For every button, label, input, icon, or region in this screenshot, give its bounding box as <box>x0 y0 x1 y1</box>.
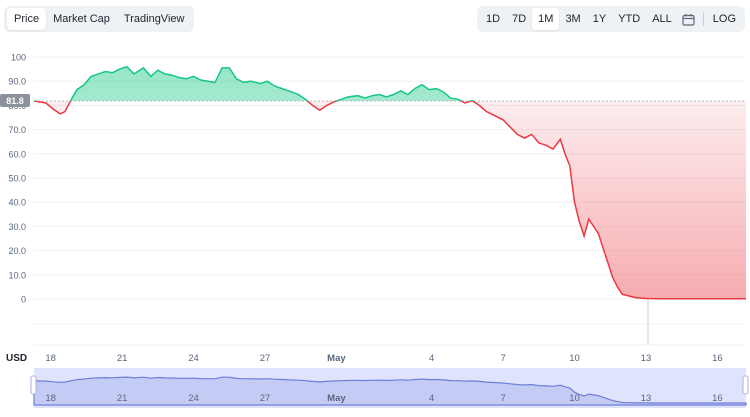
range-1d[interactable]: 1D <box>486 13 501 25</box>
x-tick-label: May <box>327 353 346 364</box>
range-3m[interactable]: 3M <box>565 13 581 25</box>
navigator-tick-label: 24 <box>188 393 199 404</box>
x-tick-label: 7 <box>500 353 505 364</box>
reference-price-label: 81.8 <box>6 96 24 106</box>
navigator-series <box>33 376 747 406</box>
y-tick-label: 70.0 <box>8 125 26 135</box>
navigator-tick-label: May <box>327 393 346 404</box>
navigator-tick-label: 4 <box>429 393 434 404</box>
navigator-tick-label: 21 <box>117 393 128 404</box>
tab-market-cap[interactable]: Market Cap <box>53 13 110 25</box>
y-tick-label: 20.0 <box>8 246 26 256</box>
x-tick-label: 10 <box>569 353 580 364</box>
price-line-down <box>33 101 746 300</box>
navigator-tick-label: 10 <box>569 393 580 404</box>
chart-type-tabs: Price Market Cap TradingView <box>4 6 195 32</box>
navigator-left-handle[interactable] <box>30 375 37 395</box>
navigator-tick-label: 13 <box>641 393 652 404</box>
x-tick-label: 4 <box>429 353 434 364</box>
x-tick-label: 27 <box>260 353 271 364</box>
y-tick-label: 10.0 <box>8 270 26 280</box>
range-7d[interactable]: 7D <box>512 13 527 25</box>
time-range-selector: 1D 7D 1M 3M 1Y YTD ALL LOG <box>477 6 745 32</box>
navigator-right-handle[interactable] <box>742 375 749 395</box>
y-tick-label: 100 <box>11 53 26 63</box>
tab-price[interactable]: Price <box>7 8 47 30</box>
range-ytd[interactable]: YTD <box>618 13 641 25</box>
range-1y[interactable]: 1Y <box>592 13 607 25</box>
x-axis-labels: 18 21 24 27 May 4 7 10 13 16 <box>45 353 722 364</box>
y-tick-label: 40.0 <box>8 198 26 208</box>
y-tick-label: 50.0 <box>8 174 26 184</box>
calendar-icon[interactable] <box>678 13 700 26</box>
y-tick-label: 60.0 <box>8 149 26 159</box>
range-all[interactable]: ALL <box>652 13 672 25</box>
above-reference-area <box>34 66 746 102</box>
range-1m[interactable]: 1M <box>532 8 560 30</box>
x-tick-label: 24 <box>188 353 199 364</box>
log-scale-toggle[interactable]: LOG <box>712 13 736 25</box>
range-divider <box>702 12 704 26</box>
range-navigator[interactable]: 18 21 24 27 May 4 7 10 13 16 <box>30 368 749 408</box>
below-reference-area <box>34 101 746 299</box>
x-tick-label: 16 <box>712 353 723 364</box>
navigator-tick-label: 16 <box>712 393 723 404</box>
currency-label: USD <box>6 353 27 364</box>
y-tick-label: 90.0 <box>8 77 26 87</box>
navigator-tick-label: 18 <box>45 393 56 404</box>
price-line-up <box>33 65 475 102</box>
navigator-tick-label: 27 <box>260 393 271 404</box>
tab-tradingview[interactable]: TradingView <box>123 13 185 25</box>
y-tick-label: 0 <box>21 295 26 305</box>
x-tick-label: 13 <box>641 353 652 364</box>
y-tick-label: 30.0 <box>8 222 26 232</box>
navigator-tick-label: 7 <box>500 393 505 404</box>
x-tick-label: 21 <box>117 353 128 364</box>
reference-price-tag: 81.8 <box>0 94 30 108</box>
navigator-x-labels: 18 21 24 27 May 4 7 10 13 16 <box>45 393 722 404</box>
x-tick-label: 18 <box>45 353 56 364</box>
